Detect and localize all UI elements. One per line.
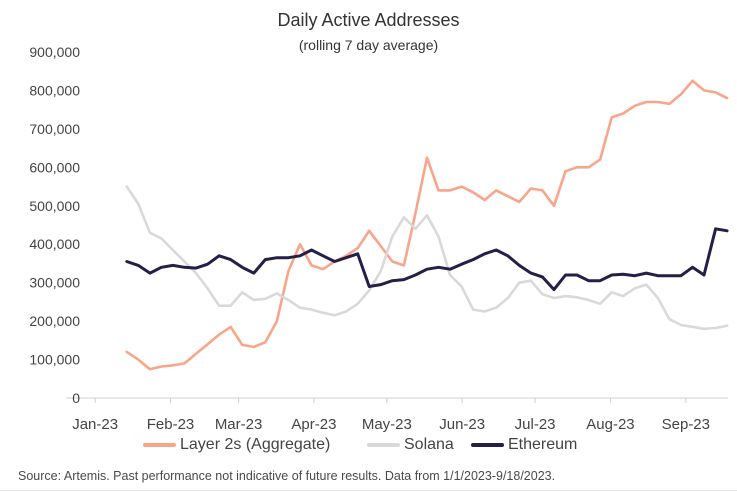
legend-label-solana: Solana [404,436,454,453]
bottom-divider [0,490,737,491]
y-tick-label: 500,000 [29,198,80,214]
legend-item-layer2s: Layer 2s (Aggregate) [143,436,330,454]
x-tick-label: Jul-23 [515,416,556,433]
legend-swatch-layer2s [143,443,176,447]
y-tick-label: 600,000 [29,159,80,175]
y-tick-label: 200,000 [29,313,80,329]
series-line-layer2s [125,79,729,371]
legend-item-solana: Solana [367,436,454,454]
y-tick-label: 100,000 [29,352,80,368]
x-tick-label: Mar-23 [215,416,263,433]
x-tick-label: May-23 [362,416,412,433]
y-tick-label: 800,000 [29,82,80,98]
y-tick-label: 900,000 [29,44,80,60]
x-tick-label: Aug-23 [586,416,634,433]
x-tick-label: Jun-23 [439,416,485,433]
y-tick-label: 0 [72,390,80,406]
legend: Layer 2s (Aggregate) Solana Ethereum [0,436,737,458]
x-tick-label: Apr-23 [291,416,336,433]
chart-subtitle: (rolling 7 day average) [298,37,439,53]
y-tick-label: 400,000 [29,236,80,252]
legend-swatch-ethereum [471,443,504,447]
series-line-solana [125,185,729,331]
legend-item-ethereum: Ethereum [471,436,577,454]
x-tick-label: Sep-23 [662,416,710,433]
y-tick-label: 700,000 [29,121,80,137]
y-tick-label: 300,000 [29,275,80,291]
legend-swatch-solana [367,443,400,447]
legend-label-ethereum: Ethereum [508,436,578,453]
series-line-ethereum [125,227,729,292]
x-tick-label: Feb-23 [147,416,195,433]
legend-label-layer2s: Layer 2s (Aggregate) [180,436,331,453]
source-note: Source: Artemis. Past performance not in… [18,469,556,483]
x-tick-label: Jan-23 [72,416,118,433]
chart-title: Daily Active Addresses [277,10,460,30]
